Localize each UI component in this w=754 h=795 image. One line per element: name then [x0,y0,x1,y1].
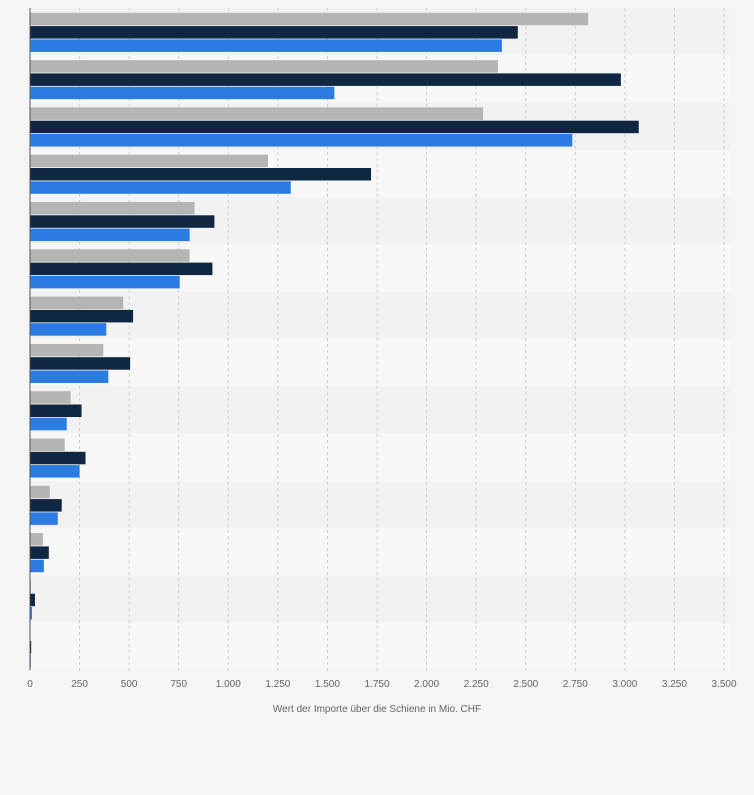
bar [30,310,133,323]
bar [30,405,82,418]
x-tick-label: 3.500 [711,679,736,690]
bar [30,121,639,134]
x-tick-label: 0 [27,679,33,690]
x-tick-label: 1.500 [315,679,340,690]
bar [30,263,212,276]
bar [30,418,67,431]
bar [30,215,214,228]
bar [30,39,502,52]
bar [30,229,190,242]
bar [30,486,50,499]
bar [30,546,49,559]
bar [30,499,62,512]
bar [30,465,80,478]
bar [30,249,190,261]
x-tick-label: 3.000 [612,679,637,690]
bar [30,560,44,573]
x-tick-label: 2.000 [414,679,439,690]
x-tick-label: 1.750 [364,679,389,690]
bar [30,357,130,370]
bar [30,107,483,120]
bar [30,512,58,525]
bar [30,155,268,168]
bar [30,26,518,38]
bar [30,439,65,452]
x-axis-ticks: 0 250 500 750 1.000 1.250 1.500 1.750 2.000 2.250… [27,679,737,690]
bar [30,73,621,86]
x-tick-label: 2.500 [513,679,538,690]
bar [30,452,86,465]
bar [30,344,103,357]
bar [30,533,43,546]
bar [30,391,71,404]
x-tick-label: 2.250 [464,679,489,690]
x-tick-label: 3.250 [662,679,687,690]
bar [30,371,108,384]
bar [30,181,291,194]
x-tick-label: 750 [170,679,187,690]
bar [30,134,572,147]
x-tick-label: 1.250 [265,679,290,690]
bar [30,87,334,100]
x-tick-label: 500 [121,679,138,690]
bar [30,168,371,181]
bar [30,202,195,215]
x-tick-label: 250 [71,679,88,690]
bar [30,276,180,289]
x-axis-label: Wert der Importe über die Schiene in Mio… [273,704,481,715]
bar [30,13,588,25]
bar [30,323,106,336]
x-tick-label: 1.000 [216,679,241,690]
x-tick-label: 2.750 [563,679,588,690]
bar [30,297,123,310]
bar [30,60,498,73]
bar [30,594,35,607]
